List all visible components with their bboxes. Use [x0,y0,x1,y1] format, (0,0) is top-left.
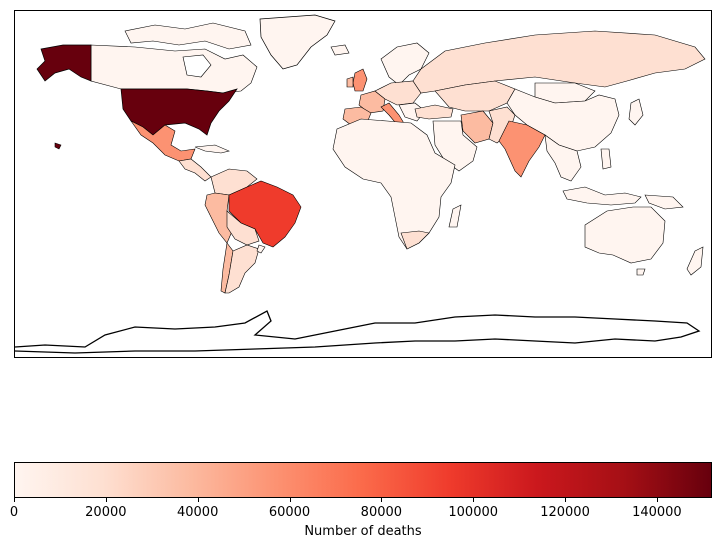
arctic-islands [124,22,252,50]
colorbar-gradient [14,462,712,498]
uruguay-region [256,244,266,254]
tasmania-region [636,268,646,276]
colorbar-tick [14,497,15,502]
argentina-region [224,244,260,294]
colorbar-tick-label: 100000 [448,505,499,520]
caribbean-islands [194,144,230,154]
peru-region [204,192,234,244]
new-guinea [644,194,684,210]
colorbar-tick [565,497,567,502]
colorbar-tick [197,497,199,502]
japan-region [628,98,644,126]
colorbar-tick [105,497,107,502]
colorbar-tick [656,497,658,502]
colorbar-tick [381,497,383,502]
southeast-asia [544,134,582,182]
colorbar-tick-label: 60000 [268,505,311,520]
world-map [14,10,712,358]
south-africa-region [400,230,430,250]
greenland-region [259,14,336,70]
mexico-region [130,120,196,162]
colorbar-axis: 0 20000 40000 60000 80000 100000 120000 140000 [10,497,712,527]
colorbar-tick [289,497,291,502]
madagascar-region [448,204,462,228]
turkey-region [414,104,454,120]
colorbar-label: Number of deaths [304,524,422,539]
hudson-bay [182,54,212,78]
colorbar-tick-label: 120000 [540,505,590,520]
ireland-region [346,76,354,88]
map-canvas [15,14,706,354]
hawaii-region [54,142,62,150]
bolivia-paraguay [226,210,260,246]
colorbar-tick-label: 80000 [360,505,403,520]
antarctica-coastline [15,310,701,354]
central-america [178,158,212,182]
new-zealand-region [686,246,704,276]
alaska-region [36,44,92,82]
australia-region [584,206,666,264]
canada-region [90,44,258,94]
india-region [498,120,546,178]
iceland-region [330,44,350,56]
colorbar-tick-label: 0 [9,505,19,520]
central-europe [374,80,422,106]
philippines-region [600,148,612,170]
colorbar-tick-label: 20000 [85,505,127,520]
china-region [506,88,620,152]
colorbar-tick-label: 140000 [632,505,682,520]
uk-region [352,68,368,92]
colorbar-tick [473,497,475,502]
colorbar-tick-label: 40000 [176,505,219,520]
indonesia-region [562,186,642,206]
